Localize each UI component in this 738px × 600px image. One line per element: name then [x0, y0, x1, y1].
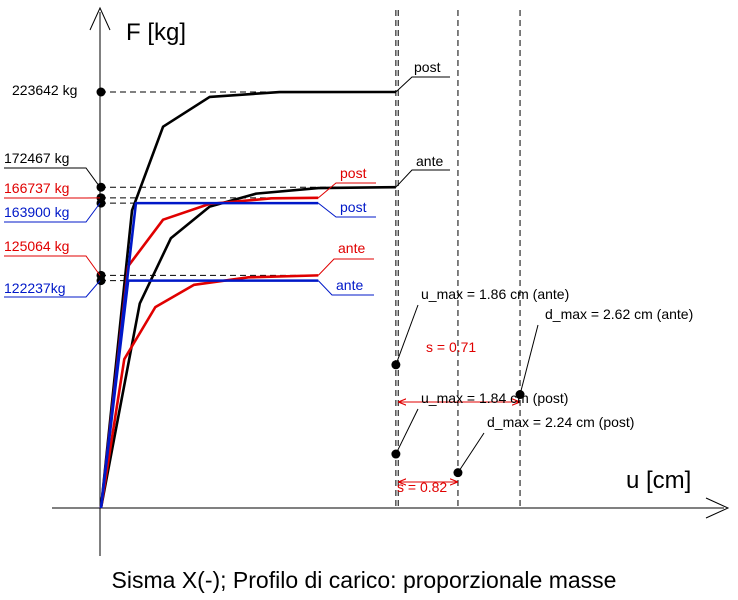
- point-leader: [395, 304, 419, 365]
- capacity-curve-post: [99, 201, 319, 509]
- point-leader: [457, 432, 485, 473]
- capacity-curve-ante: [99, 274, 319, 509]
- series-label-red-post: post: [340, 165, 367, 181]
- annotation-umax-post: u_max = 1.84 cm (post): [421, 390, 568, 406]
- series-label-leader: [317, 182, 376, 199]
- annotation-umax-ante: u_max = 1.86 cm (ante): [421, 286, 569, 302]
- y-axis-arrow-icon: [89, 6, 111, 31]
- span-label-post: s = 0.82: [397, 479, 447, 495]
- series-label-black-post: post: [414, 59, 441, 75]
- series-label-leader: [317, 280, 374, 296]
- max-point: [453, 468, 463, 478]
- force-label-leader: [4, 280, 101, 298]
- force-level-dot: [96, 87, 106, 97]
- force-label: 163900 kg: [4, 204, 69, 220]
- force-label: 172467 kg: [4, 150, 69, 166]
- max-point: [391, 360, 401, 370]
- force-label-leader: [4, 202, 101, 223]
- y-axis-label: F [kg]: [126, 19, 186, 46]
- span-label-ante: s = 0.71: [426, 339, 476, 355]
- series-label-leader: [395, 169, 450, 188]
- annotation-dmax-post: d_max = 2.24 cm (post): [487, 414, 634, 430]
- force-label: 122237kg: [4, 280, 66, 296]
- series-label-black-ante: ante: [416, 153, 443, 169]
- series-label-leader: [395, 76, 450, 93]
- force-label-leader: [4, 167, 101, 188]
- series-labels: post ante post post ante ante: [336, 59, 443, 293]
- point-leader: [395, 408, 419, 455]
- annotation-dmax-ante: d_max = 2.62 cm (ante): [545, 306, 693, 322]
- point-leader: [519, 324, 539, 395]
- annotations: [4, 76, 539, 482]
- curves: [99, 90, 396, 509]
- series-label-blue-post: post: [340, 199, 367, 215]
- force-labels: 223642 kg 172467 kg 166737 kg 163900 kg …: [4, 82, 77, 296]
- series-label-leader: [317, 202, 376, 218]
- capacity-curve-post: [99, 90, 396, 509]
- force-level-dot: [96, 276, 106, 286]
- x-axis-label: u [cm]: [626, 467, 691, 494]
- point-annotations: u_max = 1.86 cm (ante) d_max = 2.62 cm (…: [397, 286, 693, 495]
- max-point: [515, 390, 525, 400]
- force-label: 125064 kg: [4, 238, 69, 254]
- series-label-red-ante: ante: [338, 240, 365, 256]
- chart-title: Sisma X(-); Profilo di carico: proporzio…: [112, 567, 617, 593]
- max-point: [391, 449, 401, 459]
- series-label-blue-ante: ante: [336, 277, 363, 293]
- force-label-leader: [4, 255, 101, 276]
- capacity-curve-post: [99, 196, 319, 509]
- x-axis-arrow-icon: [705, 497, 730, 519]
- capacity-curve-ante: [99, 279, 319, 509]
- force-label: 223642 kg: [12, 82, 77, 98]
- capacity-curve-ante: [99, 185, 396, 509]
- force-label: 166737 kg: [4, 180, 69, 196]
- series-label-leader: [317, 258, 374, 276]
